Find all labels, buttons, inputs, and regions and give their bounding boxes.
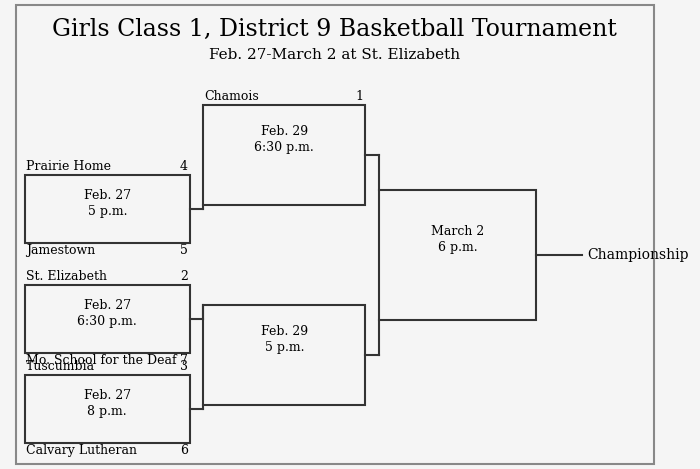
Text: Feb. 27: Feb. 27	[84, 389, 131, 402]
Text: Championship: Championship	[587, 248, 689, 262]
Text: March 2: March 2	[431, 225, 484, 238]
Bar	[25, 175, 190, 243]
Text: 5 p.m.: 5 p.m.	[265, 341, 304, 354]
Text: Jamestown: Jamestown	[26, 244, 95, 257]
Text: St. Elizabeth: St. Elizabeth	[26, 270, 107, 283]
Text: Girls Class 1, District 9 Basketball Tournament: Girls Class 1, District 9 Basketball Tou…	[52, 18, 617, 41]
Bar	[204, 305, 365, 405]
Text: Feb. 27-March 2 at St. Elizabeth: Feb. 27-March 2 at St. Elizabeth	[209, 48, 460, 62]
Text: 8 p.m.: 8 p.m.	[88, 405, 127, 418]
Text: Prairie Home: Prairie Home	[26, 160, 111, 173]
Text: Chamois: Chamois	[204, 90, 259, 103]
Text: 6:30 p.m.: 6:30 p.m.	[78, 315, 137, 328]
Text: 2: 2	[180, 270, 188, 283]
Text: Calvary Lutheran: Calvary Lutheran	[26, 444, 137, 457]
Text: 7: 7	[180, 354, 188, 367]
Text: 6 p.m.: 6 p.m.	[438, 241, 477, 254]
Text: 5: 5	[180, 244, 188, 257]
Bar	[25, 285, 190, 353]
Text: 6:30 p.m.: 6:30 p.m.	[254, 141, 314, 154]
Text: Feb. 29: Feb. 29	[260, 325, 308, 338]
Text: 5 p.m.: 5 p.m.	[88, 205, 127, 218]
Bar	[25, 375, 190, 443]
Bar	[379, 190, 536, 320]
Text: 6: 6	[180, 444, 188, 457]
Text: 1: 1	[356, 90, 363, 103]
Text: 4: 4	[180, 160, 188, 173]
Text: Tuscumbia: Tuscumbia	[26, 360, 95, 373]
Text: 3: 3	[180, 360, 188, 373]
Text: Feb. 27: Feb. 27	[84, 299, 131, 312]
Bar	[204, 105, 365, 205]
Text: Mo. School for the Deaf: Mo. School for the Deaf	[26, 354, 176, 367]
Text: Feb. 29: Feb. 29	[260, 125, 308, 138]
Text: Feb. 27: Feb. 27	[84, 189, 131, 202]
